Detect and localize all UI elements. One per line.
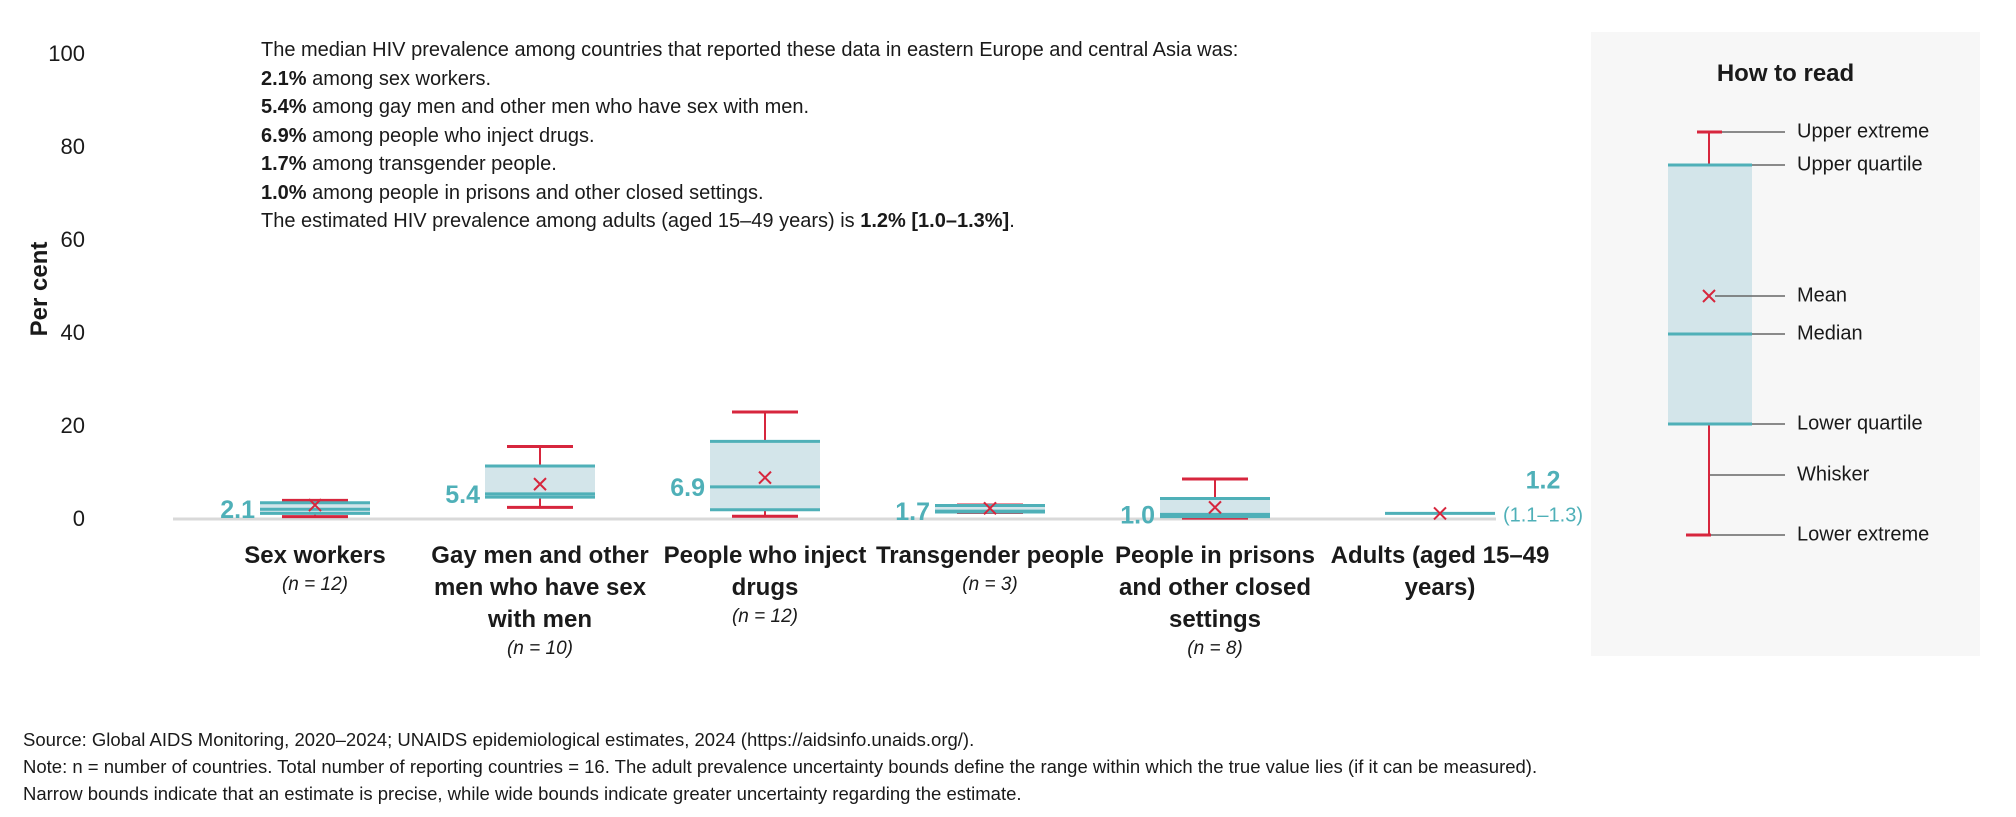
median-value-label: 6.9 [670,474,705,502]
iqr-box [710,441,820,510]
category-name: Adults (aged 15–49 years) [1330,542,1550,601]
summary-line: 5.4% among gay men and other men who hav… [261,93,1238,122]
box-3: 6.9 [670,410,820,518]
category-name: People in prisons and other closed setti… [1114,542,1316,633]
legend-label-lower-quartile: Lower quartile [1797,412,1923,435]
summary-line: 1.0% among people in prisons and other c… [261,179,1238,208]
category-name: Gay men and other men who have sex with … [431,542,649,633]
y-tick-label: 80 [60,134,85,159]
legend-label-upper-extreme: Upper extreme [1797,120,1930,143]
box-6: 1.2 (1.1–1.3) [1385,466,1583,526]
mean-marker [533,477,547,491]
mean-marker [983,501,997,516]
summary-text-segment: among transgender people. [306,153,557,175]
box-2: 5.4 [445,444,595,509]
summary-value: 1.7% [261,153,307,175]
category-n: (n = 12) [281,574,348,595]
note-continued: Narrow bounds indicate that an estimate … [23,783,1022,804]
box-5: 1.0 [1120,477,1270,529]
mean-marker [308,498,322,512]
note: Note: n = number of countries. Total num… [23,756,1538,777]
legend-title: How to read [1716,60,1855,87]
summary-line: The median HIV prevalence among countrie… [261,36,1238,65]
median-value-label: 2.1 [220,496,255,524]
mean-marker [758,470,772,485]
y-tick-label: 0 [72,506,85,531]
legend-example-box [1668,130,1785,537]
summary-value: 5.4% [261,96,307,118]
category-n: (n = 8) [1187,638,1243,659]
uncertainty-range-label: (1.1–1.3) [1503,504,1583,526]
legend-label-lower-extreme: Lower extreme [1797,523,1930,546]
summary-text: The median HIV prevalence among countrie… [261,36,1238,236]
legend-label-upper-quartile: Upper quartile [1797,153,1923,176]
category-n: (n = 12) [731,606,798,627]
summary-text-segment: among gay men and other men who have sex… [306,96,810,118]
how-to-read-panel [1591,32,1980,656]
category-label: People who inject drugs (n = 12) [650,540,880,630]
summary-text-segment: The median HIV prevalence among countrie… [261,39,1239,61]
legend-mean-marker [1702,289,1716,303]
median-value-label: 5.4 [445,481,480,509]
summary-value: 1.0% [261,181,307,204]
mean-marker [1208,500,1222,515]
category-name: Transgender people [875,542,1105,569]
summary-text-segment: among sex workers. [306,67,492,90]
summary-line: 2.1% among sex workers. [261,65,1238,94]
y-tick-label: 20 [60,413,85,438]
category-name: Sex workers [244,542,386,569]
category-label: Transgender people (n = 3) [875,540,1105,598]
summary-value: 2.1% [261,67,307,90]
legend-label-median: Median [1797,322,1863,345]
summary-text-segment: among people in prisons and other closed… [306,181,764,204]
box-1: 2.1 [220,496,370,524]
source-note: Source: Global AIDS Monitoring, 2020–202… [23,729,975,750]
median-value-label: 1.0 [1120,501,1155,529]
summary-text-segment: . [1009,210,1015,232]
median-value-label: 1.7 [895,498,930,526]
category-label: Gay men and other men who have sex with … [425,540,655,662]
category-n: (n = 3) [962,574,1018,595]
summary-text-segment: The estimated HIV prevalence among adult… [261,210,861,232]
iqr-box [485,465,595,498]
category-n: (n = 10) [506,638,573,659]
summary-value: 6.9% [261,124,307,147]
y-tick-label: 60 [60,227,85,252]
summary-line: The estimated HIV prevalence among adult… [261,207,1238,236]
summary-line: 6.9% among people who inject drugs. [261,122,1238,151]
summary-text-segment: among people who inject drugs. [306,124,595,147]
box-4: 1.7 [895,498,1045,526]
y-tick-label: 100 [48,41,85,66]
legend-label-whisker: Whisker [1797,463,1870,486]
category-label: Sex workers (n = 12) [200,540,430,598]
footer: Source: Global AIDS Monitoring, 2020–202… [23,726,1537,807]
mean-marker [1433,506,1447,521]
category-name: People who inject drugs [663,542,867,601]
category-label: Adults (aged 15–49 years) [1325,540,1555,604]
y-tick-label: 40 [60,320,85,345]
category-label: People in prisons and other closed setti… [1100,540,1330,662]
median-value-label: 1.2 [1526,466,1561,494]
summary-value: 1.2% [1.0–1.3%] [860,210,1010,232]
legend-label-mean: Mean [1797,284,1848,307]
summary-line: 1.7% among transgender people. [261,150,1238,179]
